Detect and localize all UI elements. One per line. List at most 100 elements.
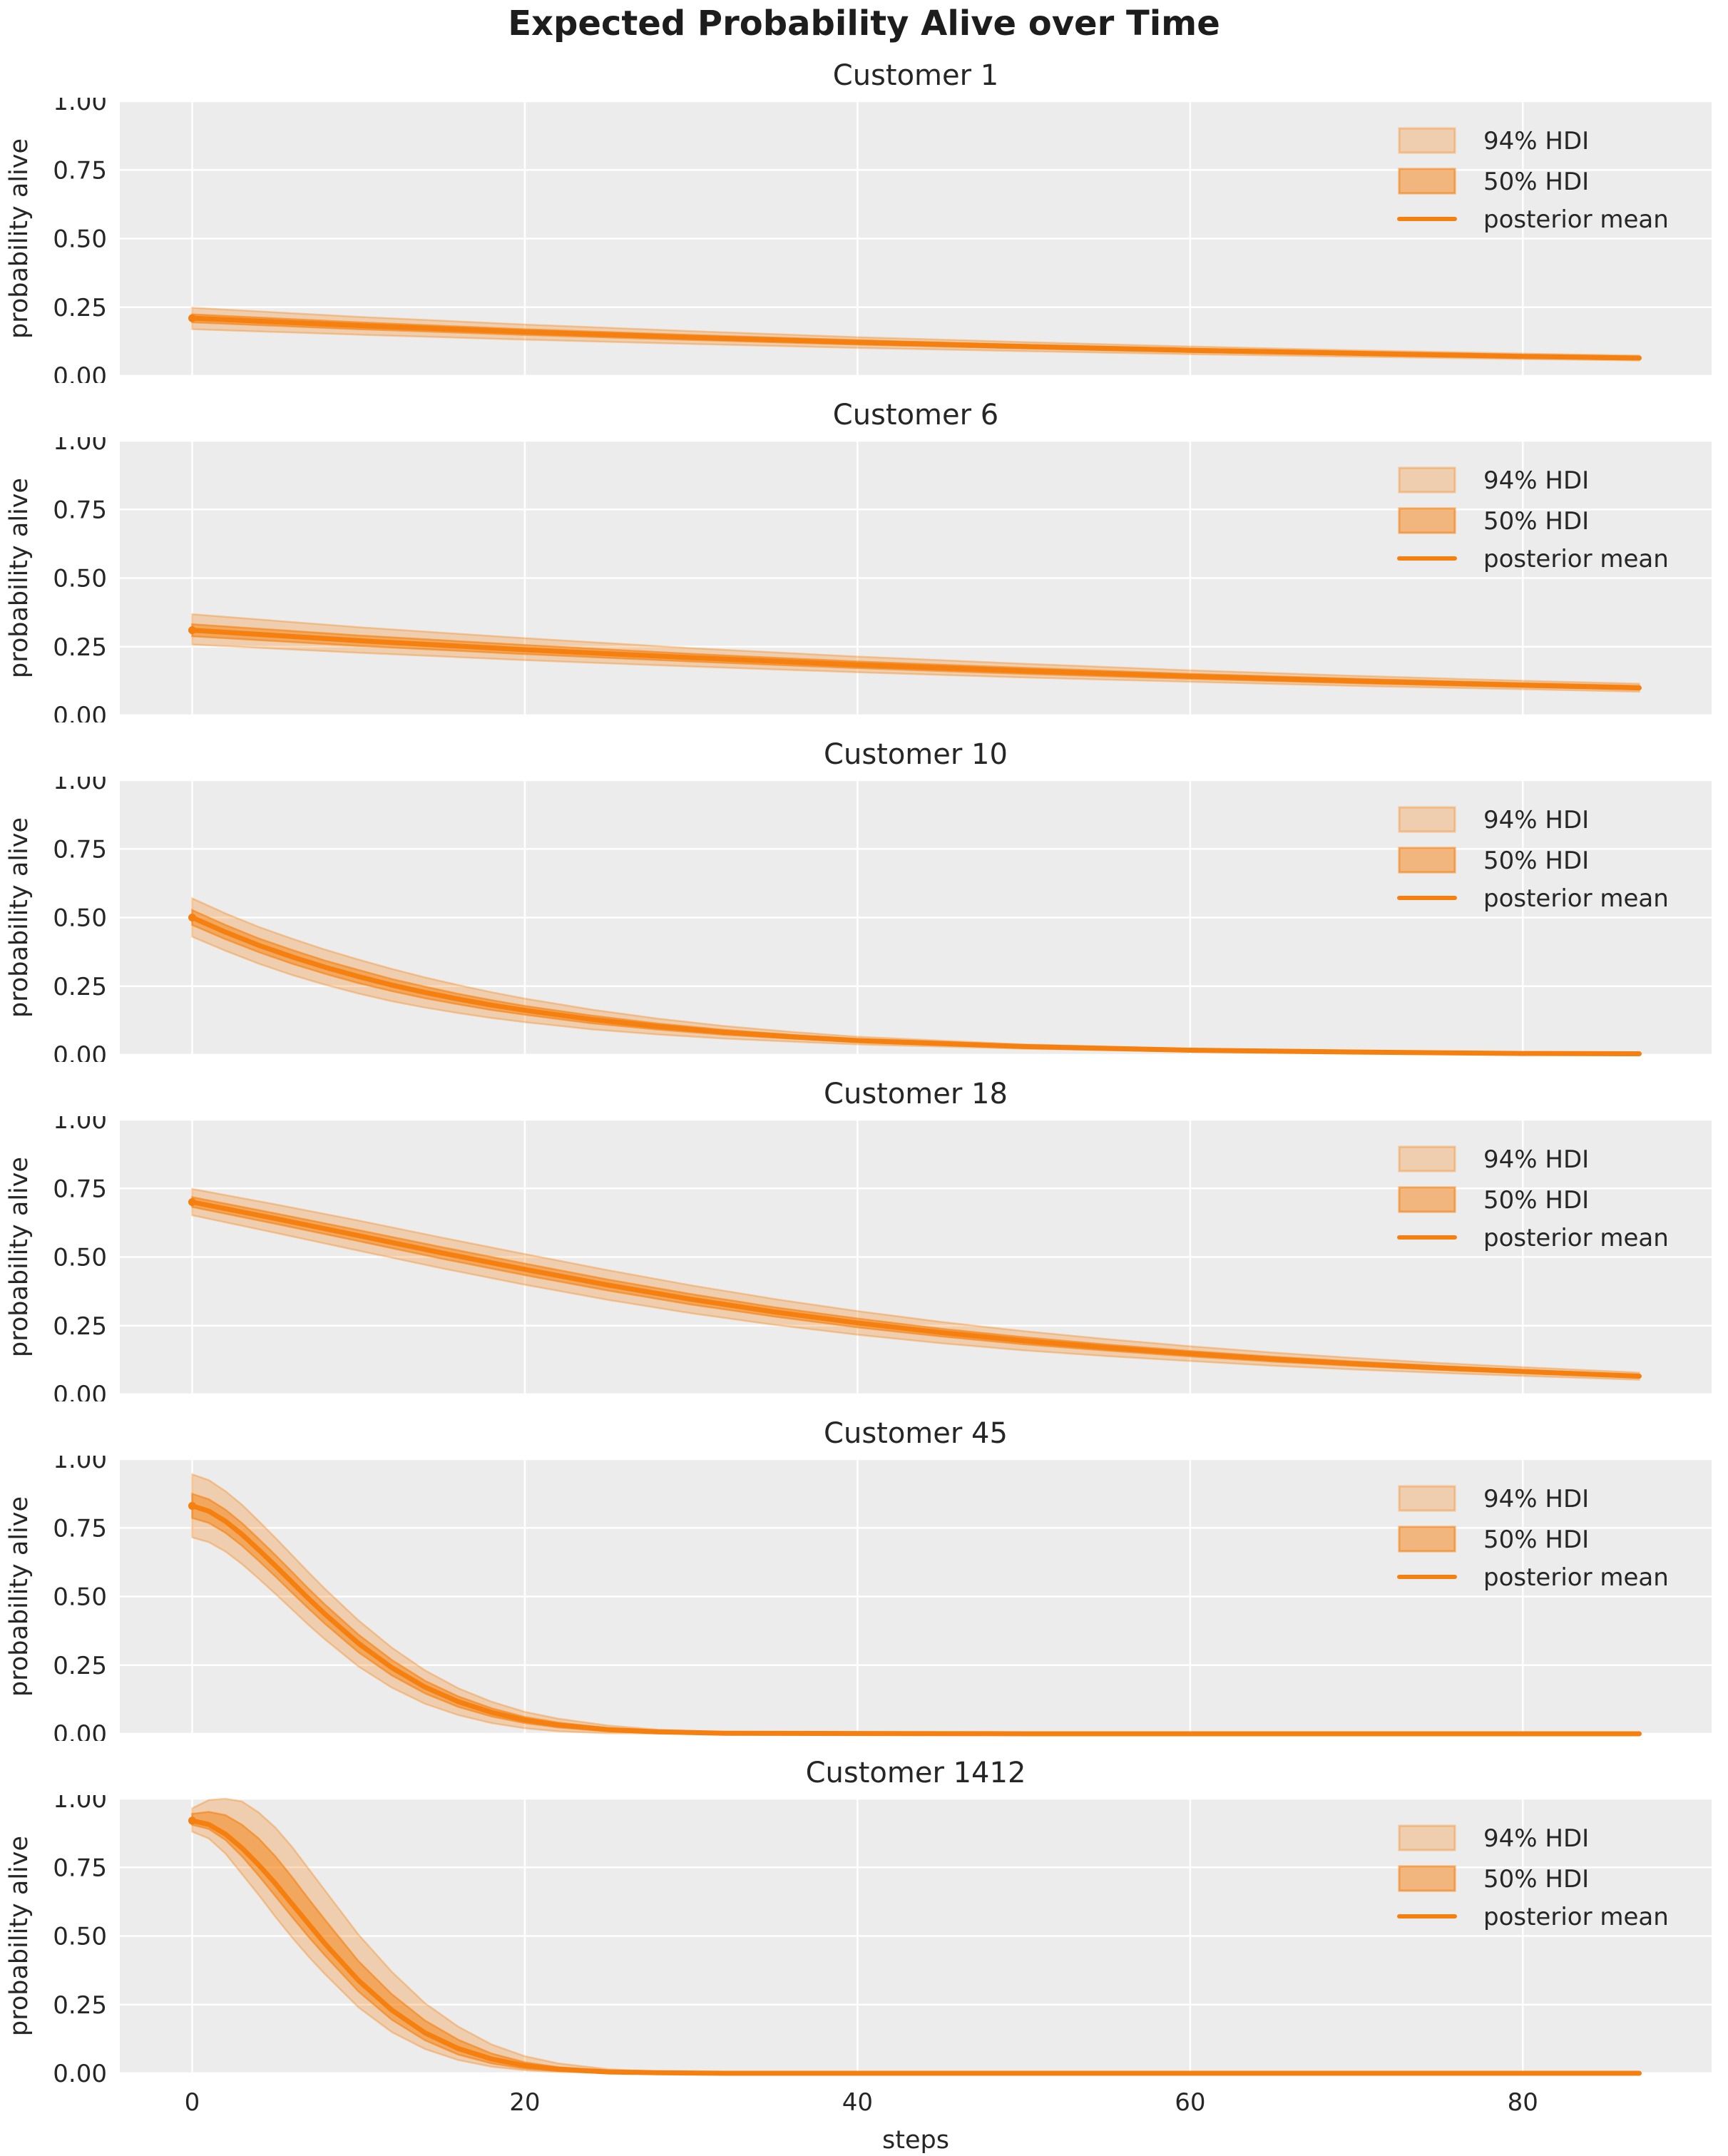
posterior-mean-line bbox=[190, 1818, 1642, 2076]
subplot-customer-1: Customer 1 0.00 0.25 0.50 0.75 1.00 probabili… bbox=[0, 59, 1728, 383]
plot-canvas-customer-6: 0.00 0.25 0.50 0.75 1.00 probability alive 94%… bbox=[5, 437, 1712, 722]
subplot-customer-10: Customer 10 0.00 0.25 0.50 0.75 1.00 probabil… bbox=[0, 738, 1728, 1062]
y-tick-label-0.25: 0.25 bbox=[53, 1312, 107, 1341]
y-axis-label: probability alive bbox=[5, 478, 34, 678]
subplot-title-customer-10: Customer 10 bbox=[824, 738, 1008, 772]
subplot-customer-18: Customer 18 0.00 0.25 0.50 0.75 1.00 probabil… bbox=[0, 1078, 1728, 1401]
posterior-mean-line bbox=[190, 315, 1642, 361]
subplot-title-customer-18: Customer 18 bbox=[824, 1078, 1008, 1111]
y-tick-label-1.00: 1.00 bbox=[53, 437, 107, 456]
subplot-title-customer-1412: Customer 1412 bbox=[805, 1757, 1026, 1790]
legend-hdi94-swatch bbox=[1398, 1485, 1456, 1512]
y-tick-label-0.75: 0.75 bbox=[53, 156, 107, 185]
legend-hdi50-swatch bbox=[1398, 1186, 1456, 1213]
y-axis-label: probability alive bbox=[5, 1157, 34, 1357]
posterior-mean-line bbox=[190, 628, 1642, 691]
start-point-marker bbox=[188, 626, 196, 635]
posterior-mean-line bbox=[190, 1200, 1642, 1379]
plot-canvas-customer-1412: 0.00 0.25 0.50 0.75 1.00 probability alive 94%… bbox=[5, 1795, 1712, 2155]
y-tick-label-0.50: 0.50 bbox=[53, 1923, 107, 1951]
y-tick-label-1.00: 1.00 bbox=[53, 1456, 107, 1474]
y-tick-label-1.00: 1.00 bbox=[53, 98, 107, 116]
y-tick-label-0.25: 0.25 bbox=[53, 633, 107, 662]
x-tick-label-20: 20 bbox=[509, 2088, 540, 2117]
y-tick-label-0.75: 0.75 bbox=[53, 496, 107, 524]
figure-title: Expected Probability Alive over Time bbox=[508, 4, 1220, 44]
start-point-marker bbox=[188, 1817, 196, 1825]
posterior-mean-line bbox=[190, 915, 1642, 1057]
y-tick-label-0.75: 0.75 bbox=[53, 1514, 107, 1543]
plot-canvas-customer-1: 0.00 0.25 0.50 0.75 1.00 probability alive 94%… bbox=[5, 98, 1712, 383]
x-tick-label-60: 60 bbox=[1175, 2088, 1205, 2117]
legend-hdi94-swatch bbox=[1398, 466, 1456, 494]
legend-hdi50-swatch bbox=[1398, 168, 1456, 195]
y-axis-label: probability alive bbox=[5, 1496, 34, 1697]
legend-mean-label: posterior mean bbox=[1483, 1903, 1669, 1931]
subplot-title-customer-45: Customer 45 bbox=[824, 1417, 1008, 1451]
legend-hdi50-swatch bbox=[1398, 507, 1456, 534]
plot-canvas-customer-18: 0.00 0.25 0.50 0.75 1.00 probability alive 94%… bbox=[5, 1116, 1712, 1401]
y-tick-label-0.25: 0.25 bbox=[53, 294, 107, 322]
legend-hdi94-swatch bbox=[1398, 1145, 1456, 1172]
legend-hdi50-swatch bbox=[1398, 1526, 1456, 1553]
y-tick-label-0.00: 0.00 bbox=[53, 362, 107, 383]
plot-canvas-customer-10: 0.00 0.25 0.50 0.75 1.00 probability alive 94%… bbox=[5, 777, 1712, 1062]
legend-hdi50-label: 50% HDI bbox=[1483, 847, 1589, 875]
hdi94-band bbox=[191, 1187, 1640, 1381]
legend-hdi94-label: 94% HDI bbox=[1483, 806, 1589, 834]
y-tick-label-0.75: 0.75 bbox=[53, 1854, 107, 1882]
y-tick-label-1.00: 1.00 bbox=[53, 1795, 107, 1814]
legend-hdi50-label: 50% HDI bbox=[1483, 1865, 1589, 1894]
plot-canvas-customer-45: 0.00 0.25 0.50 0.75 1.00 probability alive 94%… bbox=[5, 1456, 1712, 1741]
y-tick-label-0.50: 0.50 bbox=[53, 225, 107, 254]
y-axis-label: probability alive bbox=[5, 1836, 34, 2036]
legend-hdi50-label: 50% HDI bbox=[1483, 1186, 1589, 1215]
y-tick-label-0.75: 0.75 bbox=[53, 835, 107, 864]
legend-hdi50-swatch bbox=[1398, 1865, 1456, 1892]
y-tick-label-0.50: 0.50 bbox=[53, 1244, 107, 1272]
start-point-marker bbox=[188, 914, 196, 922]
y-tick-label-0.00: 0.00 bbox=[53, 2060, 107, 2088]
y-tick-label-0.00: 0.00 bbox=[53, 1041, 107, 1062]
y-tick-label-1.00: 1.00 bbox=[53, 777, 107, 795]
subplot-customer-1412: Customer 1412 0.00 0.25 0.50 0.75 1.00 probab… bbox=[0, 1757, 1728, 2155]
legend-hdi50-label: 50% HDI bbox=[1483, 1526, 1589, 1554]
x-tick-label-0: 0 bbox=[185, 2088, 200, 2117]
legend-mean-label: posterior mean bbox=[1483, 1224, 1669, 1252]
legend-hdi94-label: 94% HDI bbox=[1483, 1145, 1589, 1174]
y-tick-label-1.00: 1.00 bbox=[53, 1116, 107, 1135]
legend-hdi50-label: 50% HDI bbox=[1483, 168, 1589, 196]
subplot-title-customer-1: Customer 1 bbox=[832, 59, 999, 93]
legend-hdi94-swatch bbox=[1398, 806, 1456, 833]
y-tick-label-0.00: 0.00 bbox=[53, 1381, 107, 1401]
legend-hdi94-label: 94% HDI bbox=[1483, 127, 1589, 155]
legend-hdi50-label: 50% HDI bbox=[1483, 507, 1589, 536]
subplot-customer-6: Customer 6 0.00 0.25 0.50 0.75 1.00 probabili… bbox=[0, 399, 1728, 722]
figure-canvas: Expected Probability Alive over Time Cus… bbox=[0, 4, 1728, 2155]
y-tick-label-0.25: 0.25 bbox=[53, 1652, 107, 1680]
start-point-marker bbox=[188, 1502, 196, 1511]
start-point-marker bbox=[188, 1198, 196, 1207]
legend-hdi94-label: 94% HDI bbox=[1483, 466, 1589, 495]
subplot-title-customer-6: Customer 6 bbox=[832, 399, 999, 432]
y-tick-label-0.50: 0.50 bbox=[53, 904, 107, 933]
y-tick-label-0.75: 0.75 bbox=[53, 1175, 107, 1203]
y-axis-label: probability alive bbox=[5, 138, 34, 339]
y-tick-label-0.25: 0.25 bbox=[53, 1991, 107, 2020]
y-tick-label-0.50: 0.50 bbox=[53, 1583, 107, 1612]
legend-hdi50-swatch bbox=[1398, 847, 1456, 874]
subplot-customer-45: Customer 45 0.00 0.25 0.50 0.75 1.00 probabil… bbox=[0, 1417, 1728, 1741]
legend-mean-label: posterior mean bbox=[1483, 884, 1669, 913]
legend-mean-label: posterior mean bbox=[1483, 1563, 1669, 1592]
start-point-marker bbox=[188, 314, 196, 322]
x-axis-label: steps bbox=[882, 2126, 949, 2155]
x-tick-label-40: 40 bbox=[842, 2088, 873, 2117]
posterior-mean-line bbox=[190, 1503, 1642, 1737]
legend-hdi94-swatch bbox=[1398, 127, 1456, 154]
y-axis-label: probability alive bbox=[5, 817, 34, 1018]
y-tick-label-0.50: 0.50 bbox=[53, 565, 107, 593]
legend-hdi94-label: 94% HDI bbox=[1483, 1485, 1589, 1513]
legend-hdi94-label: 94% HDI bbox=[1483, 1824, 1589, 1853]
legend-mean-label: posterior mean bbox=[1483, 545, 1669, 573]
y-tick-label-0.00: 0.00 bbox=[53, 702, 107, 722]
